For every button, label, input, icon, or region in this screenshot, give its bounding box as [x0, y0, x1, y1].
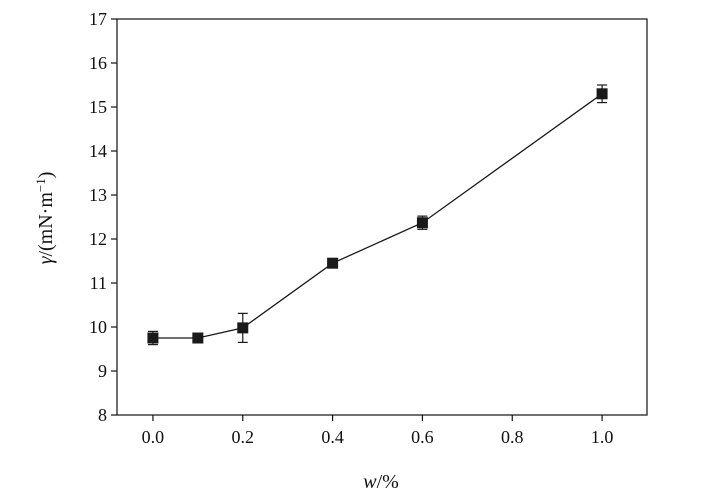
x-tick-label: 0.0 — [142, 427, 165, 447]
x-tick-label: 0.8 — [501, 427, 524, 447]
x-axis-variable: w — [363, 471, 377, 493]
data-point — [596, 88, 608, 100]
y-tick-label: 15 — [89, 97, 107, 117]
series — [147, 84, 608, 346]
y-axis-variable: γ — [35, 255, 57, 264]
y-axis-unit: /(mN·m — [35, 192, 57, 257]
y-tick-label: 13 — [89, 185, 107, 205]
y-tick-label: 10 — [89, 317, 107, 337]
y-tick-label: 17 — [89, 9, 107, 29]
y-tick-label: 8 — [98, 405, 107, 425]
ticks: 0.0 0.2 0.4 0.6 0.8 1.0 8 9 10 11 12 13 14 15 16 17 — [89, 9, 613, 447]
x-axis-title: w/% — [363, 471, 399, 493]
data-point — [327, 257, 339, 269]
data-point — [416, 217, 428, 229]
y-axis-unit-exponent: −1 — [33, 178, 48, 192]
data-point — [147, 332, 159, 344]
y-axis-title: γ/(mN·m−1) — [33, 172, 58, 265]
x-tick-label: 0.4 — [321, 427, 344, 447]
x-axis-unit: /% — [377, 471, 399, 493]
x-tick-label: 1.0 — [591, 427, 614, 447]
plot-frame — [116, 18, 648, 416]
x-tick-label: 0.2 — [232, 427, 255, 447]
data-point — [192, 332, 204, 344]
y-tick-label: 11 — [90, 273, 107, 293]
y-tick-label: 9 — [98, 361, 107, 381]
series-line — [152, 93, 603, 339]
x-tick-label: 0.6 — [411, 427, 434, 447]
data-point — [237, 322, 249, 334]
axes — [116, 18, 648, 416]
y-axis-unit-close: ) — [35, 172, 57, 179]
y-tick-label: 14 — [89, 141, 107, 161]
y-tick-label: 12 — [89, 229, 107, 249]
y-tick-label: 16 — [89, 53, 107, 73]
